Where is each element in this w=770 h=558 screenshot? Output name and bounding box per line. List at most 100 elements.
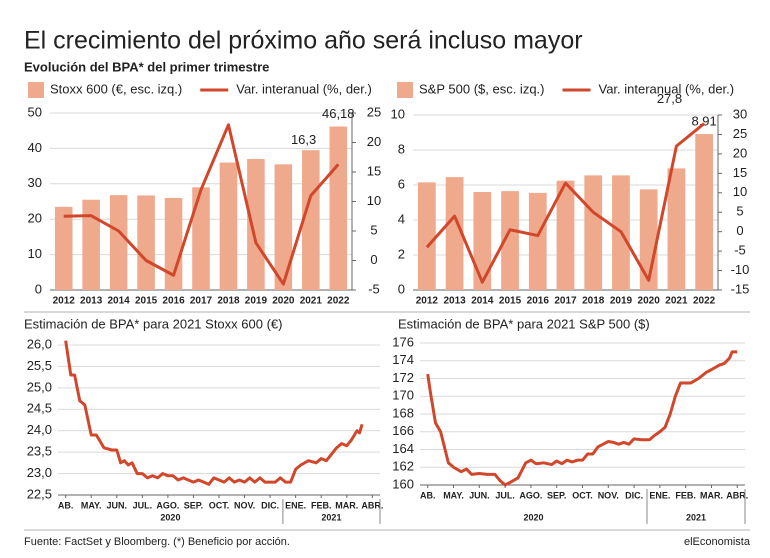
bar: [82, 199, 100, 290]
bar: [417, 182, 436, 290]
x-tick-label: MAR.: [700, 490, 723, 500]
bar: [329, 126, 348, 290]
line: [63, 123, 340, 286]
y-tick-label: 26,0: [27, 336, 52, 351]
line: [425, 122, 706, 284]
bar: [164, 197, 183, 290]
y-tick-label: 176: [392, 334, 414, 349]
x-tick-label: FEB.: [311, 500, 332, 510]
bar: [528, 192, 547, 290]
y-tick-label: 40: [28, 140, 42, 155]
bar: [247, 159, 265, 290]
y-tick-label: 170: [392, 388, 414, 403]
x-tick-label: JUN.: [107, 500, 128, 510]
y2-tick-label: 0: [736, 223, 743, 238]
main-title: El crecimiento del próximo año será incl…: [24, 27, 583, 55]
x-tick-label: AB.: [58, 500, 74, 510]
y-tick-label: 25,5: [27, 358, 52, 373]
x-tick-label: 2014: [108, 296, 131, 307]
bar: [274, 164, 293, 290]
y-tick-label: 8: [398, 141, 405, 156]
x-tick-label: FEB.: [675, 490, 696, 500]
bar: [584, 175, 603, 290]
x-tick-label: ABR.: [361, 500, 383, 510]
x-tick-label: 2019: [610, 296, 633, 307]
line: [64, 340, 364, 486]
legend-label: Var. interanual (%, der.): [599, 81, 735, 96]
x-tick-label: ENE.: [649, 490, 670, 500]
x-tick-label: 2019: [245, 296, 268, 307]
chart-title: Estimación de BPA* para 2021 Stoxx 600 (…: [24, 316, 282, 331]
x-tick-label: SEP.: [547, 490, 566, 500]
x-tick-label: 2022: [327, 296, 350, 307]
chart-title: Estimación de BPA* para 2021 S&P 500 ($): [398, 316, 650, 331]
x-tick-label: AB.: [420, 490, 436, 500]
x-tick-label: NOV.: [234, 500, 255, 510]
y-tick-label: 172: [392, 370, 414, 385]
bar: [192, 187, 210, 290]
y2-tick-label: 20: [367, 134, 381, 149]
x-tick-label: 2013: [80, 296, 103, 307]
x-tick-label: DIC.: [625, 490, 643, 500]
y2-tick-label: -5: [368, 281, 380, 296]
x-tick-label: OCT.: [209, 500, 230, 510]
bar: [445, 177, 464, 290]
x-group-label: 2021: [686, 512, 706, 522]
x-tick-label: 2012: [53, 296, 76, 307]
bar: [109, 195, 128, 290]
bar: [137, 195, 155, 290]
bar: [695, 134, 714, 290]
y2-tick-label: 25: [733, 126, 747, 141]
legend-label: Var. interanual (%, der.): [236, 81, 372, 96]
x-tick-label: ENE.: [285, 500, 306, 510]
y2-tick-label: 0: [370, 252, 377, 267]
y-tick-label: 162: [392, 459, 414, 474]
x-tick-label: 2017: [190, 296, 213, 307]
value-label: 27,8: [657, 91, 682, 106]
y2-tick-label: 15: [733, 165, 747, 180]
line: [426, 350, 738, 487]
x-tick-label: MAY.: [443, 490, 464, 500]
brand: elEconomista: [684, 536, 751, 548]
value-label: 8,91: [691, 114, 716, 129]
bar: [667, 168, 686, 290]
y-tick-label: 6: [398, 176, 405, 191]
y2-tick-label: 25: [367, 104, 381, 119]
y-tick-label: 168: [392, 405, 414, 420]
x-tick-label: 2017: [554, 296, 577, 307]
y-tick-label: 50: [28, 104, 42, 119]
x-tick-label: 2022: [693, 296, 716, 307]
x-tick-label: DIC.: [261, 500, 279, 510]
y-tick-label: 23,0: [27, 465, 52, 480]
y-tick-label: 174: [392, 352, 414, 367]
x-group-label: 2020: [160, 512, 180, 522]
x-tick-label: 2013: [443, 296, 466, 307]
y-tick-label: 0: [35, 281, 42, 296]
y-tick-label: 20: [28, 211, 42, 226]
y2-tick-label: 30: [733, 106, 747, 121]
x-tick-label: 2020: [638, 296, 661, 307]
x-tick-label: AGO.: [156, 500, 179, 510]
x-tick-label: 2020: [272, 296, 295, 307]
x-tick-label: 2021: [665, 296, 688, 307]
y-tick-label: 24,5: [27, 401, 52, 416]
y-tick-label: 2: [398, 246, 405, 261]
x-tick-label: MAR.: [335, 500, 358, 510]
y2-tick-label: -10: [731, 262, 750, 277]
x-tick-label: 2018: [582, 296, 605, 307]
y2-tick-label: 5: [370, 222, 377, 237]
x-tick-label: 2014: [471, 296, 494, 307]
source: Fuente: FactSet y Bloomberg. (*) Benefic…: [24, 536, 290, 548]
value-label: 16,3: [291, 132, 316, 147]
y-tick-label: 24,0: [27, 422, 52, 437]
x-tick-label: 2016: [527, 296, 550, 307]
x-tick-label: MAY.: [81, 500, 102, 510]
legend-swatch: [397, 82, 413, 98]
y2-tick-label: 15: [367, 163, 381, 178]
x-tick-label: JUL.: [495, 490, 515, 500]
bar: [54, 206, 73, 290]
x-tick-label: 2015: [499, 296, 522, 307]
x-tick-label: JUL.: [133, 500, 153, 510]
legend-swatch: [28, 82, 44, 98]
